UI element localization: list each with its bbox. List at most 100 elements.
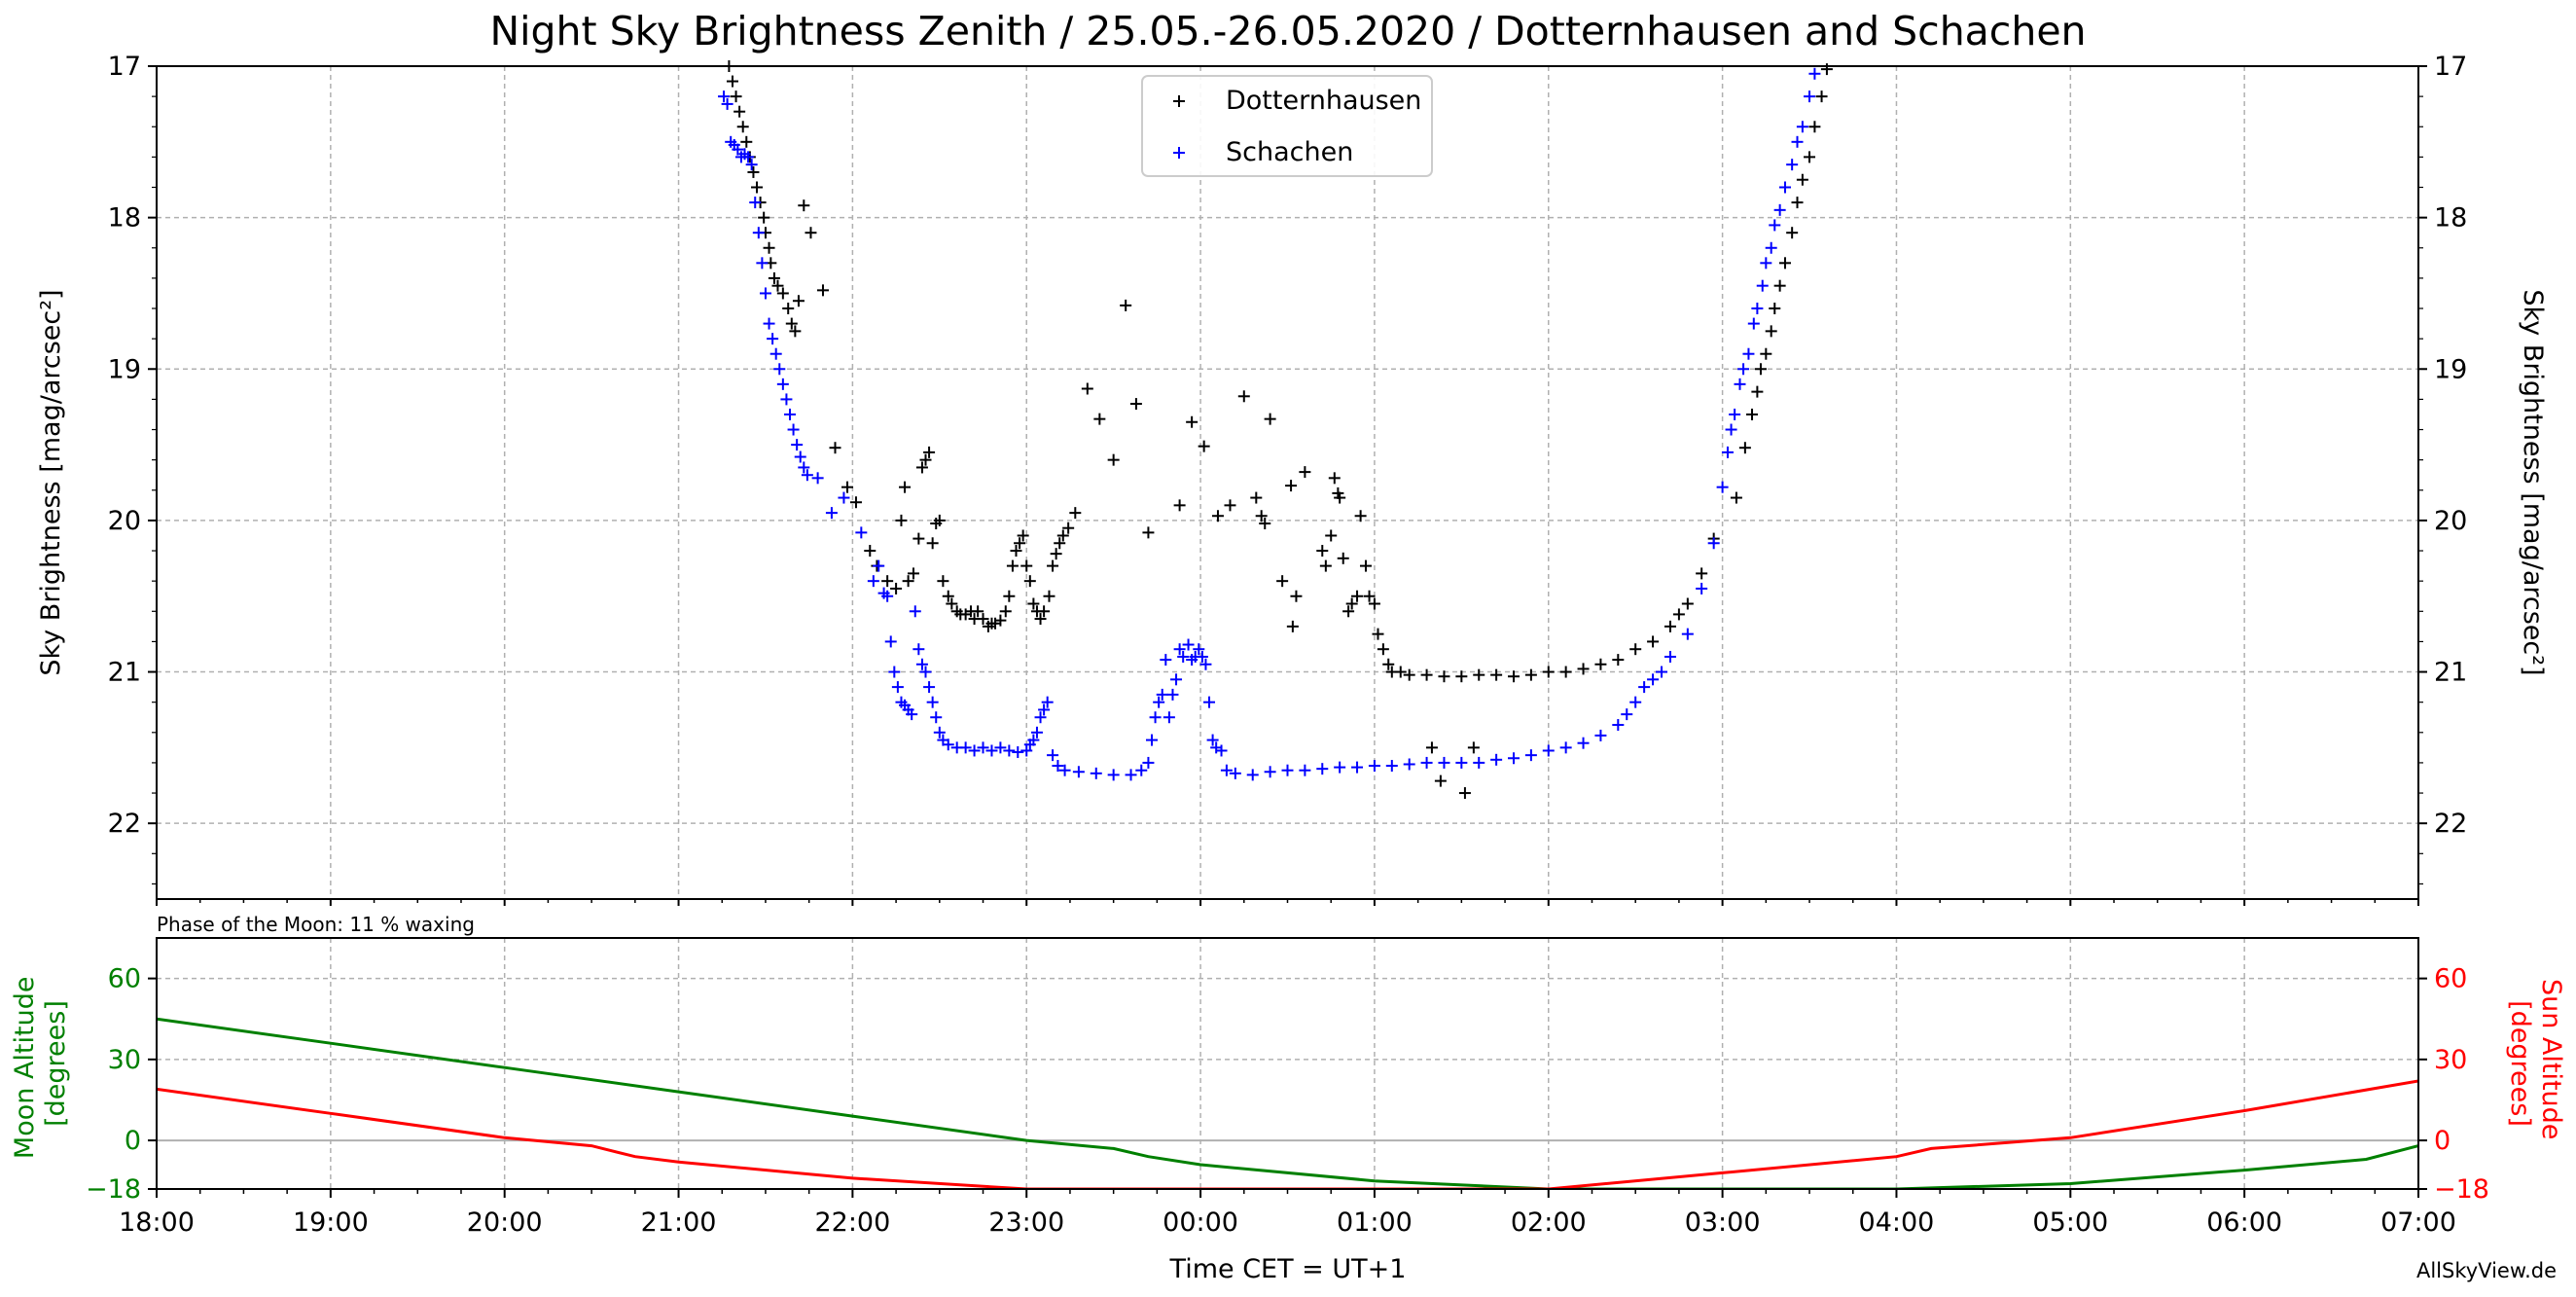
schachen-point (1737, 363, 1750, 376)
dotternhausen-point (926, 537, 939, 550)
left-y-tick-label: 22 (108, 809, 141, 839)
dotternhausen-point (1672, 608, 1685, 621)
schachen-point (1229, 767, 1241, 779)
x-tick-label: 04:00 (1859, 1207, 1935, 1238)
dotternhausen-point (1198, 440, 1210, 452)
schachen-point (1773, 203, 1786, 216)
left-y-tick-label: 18 (108, 203, 141, 234)
dotternhausen-point (1738, 442, 1751, 454)
schachen-point (801, 469, 813, 482)
schachen-point (759, 287, 771, 300)
right-y-axis-label: Sky Brightness [mag/arcsec²] (2518, 289, 2548, 675)
schachen-point (1612, 719, 1625, 732)
schachen-point (1173, 643, 1186, 656)
sun-y-tick-label: 60 (2434, 964, 2467, 994)
tick-labels: 18:00 19:00 20:00 21:00 22:00 23:00 00:00 01:00… (86, 52, 2489, 1238)
dotternhausen-point (1808, 121, 1821, 133)
dotternhausen-point (902, 575, 914, 588)
schachen-point (756, 257, 769, 270)
schachen-point (767, 333, 779, 345)
schachen-point (1160, 654, 1172, 667)
schachen-point (745, 159, 758, 171)
dotternhausen-point (1815, 90, 1828, 103)
dotternhausen-point (1276, 575, 1289, 588)
dotternhausen-point (785, 317, 798, 330)
schachen-point (1508, 752, 1520, 765)
dotternhausen-point (1760, 347, 1772, 360)
dotternhausen-point (1047, 559, 1059, 572)
dotternhausen-point (1820, 63, 1833, 76)
schachen-point (1203, 696, 1216, 708)
x-tick-label: 22:00 (814, 1207, 890, 1238)
dotternhausen-point (1786, 227, 1799, 239)
dotternhausen-point (1299, 466, 1311, 479)
dotternhausen-point (1129, 398, 1142, 411)
dotternhausen-point (1054, 537, 1066, 550)
dotternhausen-point (1319, 559, 1332, 572)
schachen-point (1299, 764, 1311, 776)
altitude-lines (157, 1017, 2418, 1189)
schachen-point (1034, 711, 1047, 724)
dotternhausen-point (1647, 635, 1660, 648)
schachen-point (1594, 729, 1607, 741)
dotternhausen-point (1420, 668, 1433, 681)
dotternhausen-point (1285, 480, 1298, 492)
schachen-point (1681, 628, 1694, 640)
dotternhausen-point (1038, 605, 1051, 618)
schachen-point (1756, 279, 1769, 292)
schachen-point (1438, 756, 1450, 769)
moon-altitude-line (157, 1017, 2418, 1189)
schachen-point (1403, 758, 1415, 771)
schachen-point (930, 711, 943, 724)
schachen-point (784, 408, 796, 420)
dotternhausen-point (1345, 597, 1358, 610)
dotternhausen-point (1107, 453, 1120, 466)
schachen-point (884, 635, 897, 648)
dotternhausen-point (1056, 529, 1069, 542)
left-y-axis-label: Sky Brightness [mag/arcsec²] (36, 289, 66, 675)
dotternhausen-point (972, 605, 984, 618)
schachen-point (1334, 761, 1346, 774)
dotternhausen-point (1237, 390, 1250, 403)
x-tick-label: 21:00 (641, 1207, 717, 1238)
schachen-point (1368, 760, 1380, 773)
dotternhausen-point (1696, 567, 1708, 580)
schachen-point (1804, 90, 1816, 103)
schachen-point (1020, 744, 1033, 757)
dotternhausen-point (923, 446, 936, 458)
moon-altitude-label: Moon Altitude [degrees] (10, 968, 71, 1159)
schachen-point (1779, 181, 1791, 194)
dotternhausen-point (1681, 597, 1694, 610)
dotternhausen-point (1467, 741, 1480, 754)
schachen-point (1264, 766, 1276, 778)
dotternhausen-point (1542, 666, 1555, 678)
dotternhausen-point (999, 605, 1012, 618)
dotternhausen-point (792, 295, 805, 307)
schachen-point (1156, 688, 1168, 701)
schachen-point (1012, 746, 1024, 759)
dotternhausen-point (1751, 385, 1764, 398)
dotternhausen-point (907, 567, 919, 580)
dotternhausen-point (776, 287, 789, 300)
sun-altitude-line (157, 1079, 2418, 1189)
schachen-point (1647, 673, 1660, 686)
dotternhausen-point (1796, 173, 1808, 186)
schachen-point (1135, 764, 1148, 776)
sun-altitude-label-line-1: Sun Altitude (2536, 979, 2566, 1139)
schachen-point (825, 507, 838, 520)
dotternhausen-point (829, 442, 841, 454)
dotternhausen-point (1050, 548, 1062, 560)
dotternhausen-point (782, 303, 795, 315)
dotternhausen-point (915, 461, 928, 474)
dotternhausen-point (758, 211, 770, 224)
schachen-point (1385, 760, 1398, 773)
schachen-point (752, 227, 765, 239)
sun-altitude-label: Sun Altitude [degrees] (2505, 979, 2566, 1148)
dotternhausen-point (1334, 491, 1346, 504)
sun-y-tick-label: 30 (2434, 1045, 2467, 1075)
dotternhausen-point (1034, 613, 1047, 626)
schachen-point (1524, 749, 1537, 762)
schachen-point (749, 197, 762, 209)
schachen-point (763, 317, 775, 330)
legend-label-dotternhausen: Dotternhausen (1226, 86, 1421, 116)
